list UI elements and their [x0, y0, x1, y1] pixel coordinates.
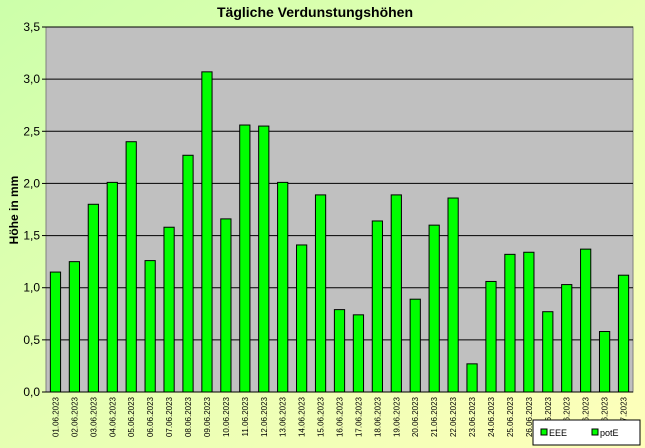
y-tick-label: 1,0	[23, 281, 40, 295]
x-tick-label: 19.06.2023	[392, 396, 401, 437]
x-tick-label: 08.06.2023	[184, 396, 193, 437]
bar	[561, 284, 573, 393]
bar	[352, 314, 365, 393]
legend-swatch	[540, 428, 548, 436]
bar	[182, 154, 194, 393]
bar	[333, 309, 346, 393]
x-tick-label: 29.06.2023	[582, 396, 591, 437]
x-tick-label: 30.06.2023	[601, 396, 610, 437]
bar	[201, 71, 213, 393]
bar	[239, 124, 251, 393]
x-tick-label: 28.06.2023	[563, 396, 572, 437]
bar	[428, 224, 440, 393]
bar	[49, 271, 62, 393]
x-tick-label: 09.06.2023	[203, 396, 212, 437]
bar	[390, 194, 402, 393]
y-axis-label: Höhe in mm	[7, 176, 21, 245]
bar	[314, 194, 327, 393]
x-tick-label: 27.06.2023	[544, 396, 553, 437]
y-tick-label: 3,0	[23, 72, 40, 86]
x-tick-label: 22.06.2023	[449, 396, 458, 437]
x-tick-label: 07.06.2023	[165, 396, 174, 437]
y-tick-label: 0,0	[23, 385, 40, 399]
y-tick-label: 2,5	[23, 124, 40, 138]
x-tick-label: 13.06.2023	[279, 396, 288, 437]
bar	[598, 331, 611, 393]
bar	[466, 363, 478, 393]
bar	[296, 244, 308, 393]
bar	[447, 197, 459, 393]
x-tick-label: 17.06.2023	[354, 396, 363, 437]
x-tick-label: 11.06.2023	[241, 396, 250, 436]
x-tick-label: 26.06.2023	[525, 396, 534, 437]
bar	[125, 141, 137, 393]
bar	[523, 251, 535, 393]
x-tick-label: 10.06.2023	[222, 396, 231, 437]
x-tick-label: 04.06.2023	[108, 396, 117, 437]
legend-swatch	[591, 428, 599, 436]
legend-box	[532, 419, 641, 446]
x-tick-label: 01.06.2023	[51, 396, 60, 437]
bar	[485, 280, 497, 393]
bar	[580, 248, 592, 393]
bar	[504, 253, 516, 393]
bar	[68, 261, 81, 393]
x-tick-label: 05.06.2023	[127, 396, 136, 437]
x-tick-label: 01.07.2023	[620, 396, 629, 437]
legend: EEE potE	[532, 419, 641, 446]
bar	[144, 260, 156, 393]
chart-title: Tägliche Verdunstungshöhen	[217, 4, 413, 20]
bar	[371, 220, 383, 393]
y-tick-label: 2,0	[23, 176, 40, 190]
bar	[106, 181, 118, 393]
bar	[258, 125, 270, 393]
y-tick-label: 3,5	[23, 20, 40, 34]
bar	[542, 311, 554, 393]
bar	[409, 298, 421, 393]
x-tick-label: 02.06.2023	[70, 396, 79, 437]
y-tick-label: 0,5	[23, 333, 40, 347]
x-tick-label: 15.06.2023	[317, 396, 326, 437]
x-tick-label: 24.06.2023	[487, 396, 496, 437]
y-tick-label: 1,5	[23, 229, 40, 243]
bar	[277, 181, 289, 393]
x-tick-label: 03.06.2023	[89, 396, 98, 437]
x-tick-label: 14.06.2023	[298, 396, 307, 437]
x-tick-label: 25.06.2023	[506, 396, 515, 437]
x-tick-label: 18.06.2023	[373, 396, 382, 437]
x-tick-label: 06.06.2023	[146, 396, 155, 437]
x-tick-label: 16.06.2023	[336, 396, 345, 437]
x-tick-label: 12.06.2023	[260, 396, 269, 437]
x-tick-label: 23.06.2023	[468, 396, 477, 437]
x-tick-label: 21.06.2023	[430, 396, 439, 437]
bar	[87, 203, 99, 393]
bar	[220, 218, 232, 393]
legend-label: potE	[600, 428, 619, 438]
bar	[163, 226, 175, 393]
x-tick-label: 20.06.2023	[411, 396, 420, 437]
legend-label: EEE	[549, 428, 567, 438]
bar	[617, 274, 630, 393]
